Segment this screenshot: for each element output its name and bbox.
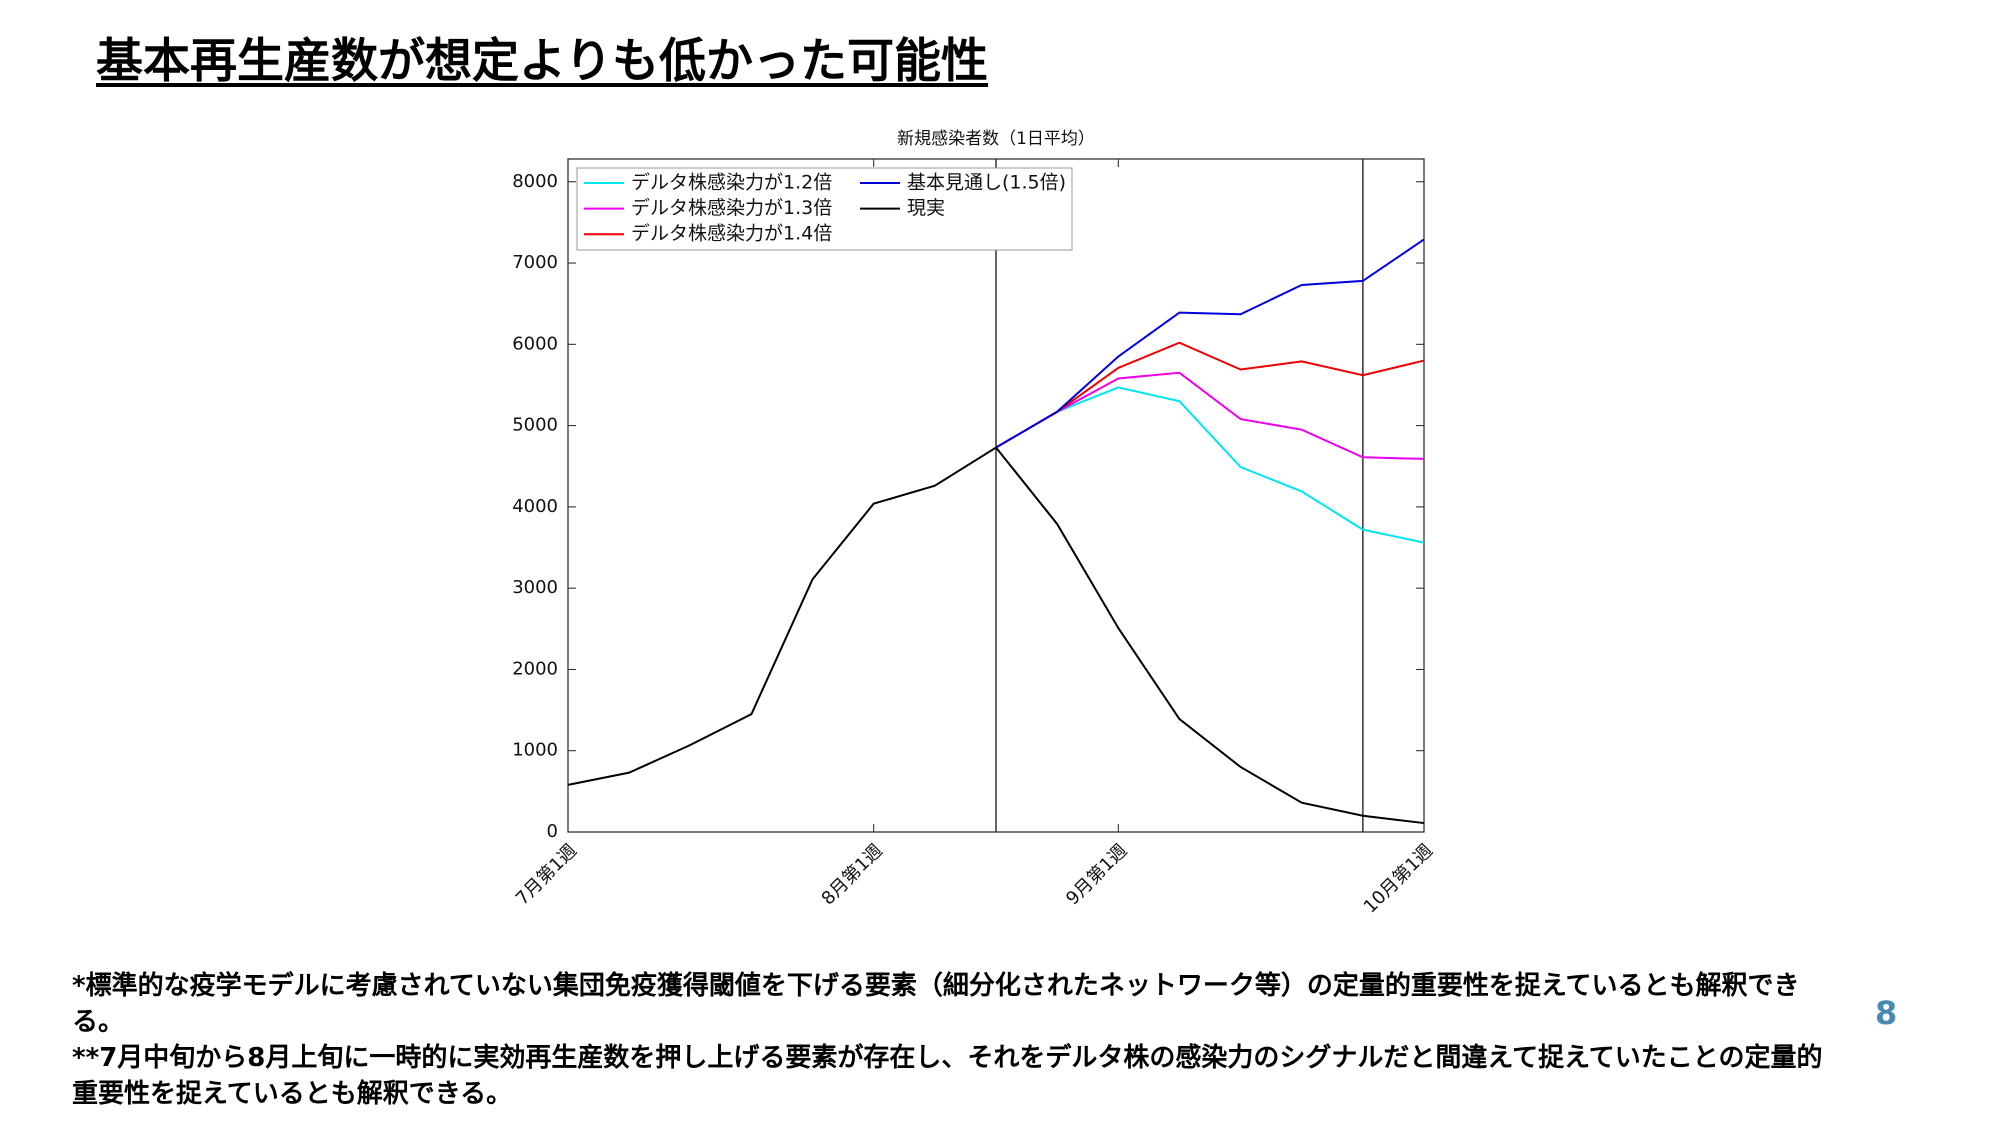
x-tick-label: 8月第1週 <box>818 840 887 909</box>
footnotes: *標準的な疫学モデルに考慮されていない集団免疫獲得閾値を下げる要素（細分化された… <box>72 968 1842 1112</box>
y-tick-label: 8000 <box>512 171 558 192</box>
x-tick-label: 9月第1週 <box>1062 840 1131 909</box>
series-line <box>567 446 1425 825</box>
series-line <box>995 386 1425 544</box>
chart: 新規感染者数（1日平均） 0 1000 2000 3000 4000 5000 6000 70… <box>512 129 1437 918</box>
y-tick-label: 4000 <box>512 496 558 517</box>
y-tick-label: 7000 <box>512 252 558 273</box>
legend-label: 現実 <box>907 197 945 219</box>
y-tick-label: 3000 <box>512 577 558 598</box>
legend-label: デルタ株感染力が1.3倍 <box>631 197 832 219</box>
slide-title: 基本再生産数が想定よりも低かった可能性 <box>96 34 989 89</box>
y-tick-label: 5000 <box>512 415 558 436</box>
page-number: 8 <box>1875 994 1898 1032</box>
legend-label: デルタ株感染力が1.2倍 <box>631 172 832 194</box>
footnote: **7月中旬から8月上旬に一時的に実効再生産数を押し上げる要素が存在し、それをデ… <box>72 1043 1823 1109</box>
series-line <box>995 238 1425 449</box>
footnote: *標準的な疫学モデルに考慮されていない集団免疫獲得閾値を下げる要素（細分化された… <box>72 971 1800 1037</box>
x-tick-label: 7月第1週 <box>512 840 581 909</box>
y-tick-label: 2000 <box>512 658 558 679</box>
legend-label: デルタ株感染力が1.4倍 <box>631 223 832 245</box>
legend-box <box>576 167 1073 251</box>
y-tick-label: 0 <box>547 821 558 842</box>
y-tick-label: 1000 <box>512 740 558 761</box>
series-line <box>995 371 1425 460</box>
legend-label: 基本見通し(1.5倍) <box>907 172 1066 194</box>
chart-title: 新規感染者数（1日平均） <box>897 129 1095 149</box>
x-tick-label: 10月第1週 <box>1360 840 1437 917</box>
y-tick-label: 6000 <box>512 333 558 354</box>
series-line <box>995 341 1425 449</box>
